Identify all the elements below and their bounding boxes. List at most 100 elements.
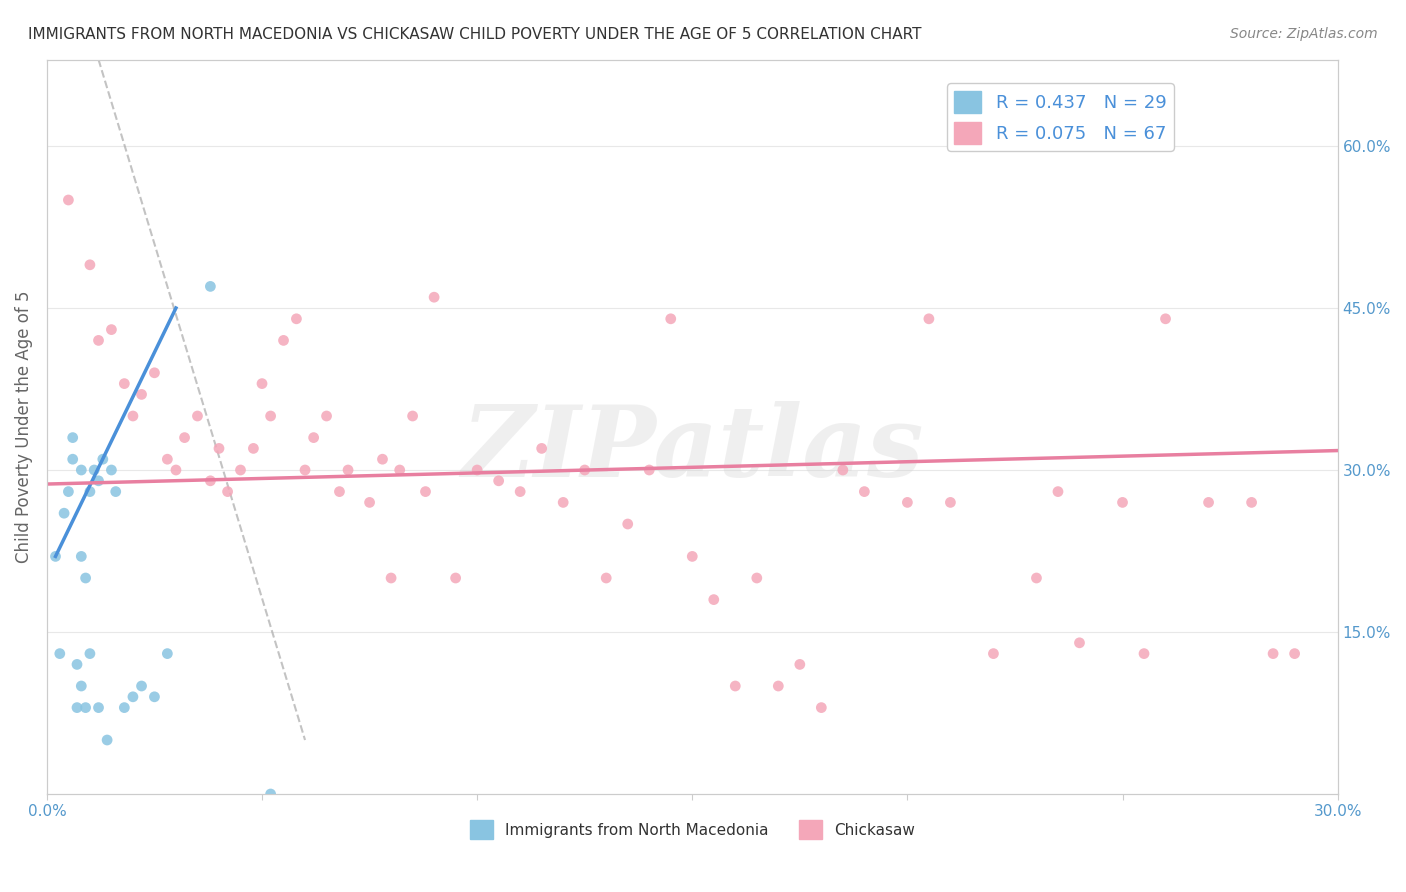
- Point: [315, 409, 337, 423]
- Point: [939, 495, 962, 509]
- Point: [488, 474, 510, 488]
- Point: [1240, 495, 1263, 509]
- Point: [122, 690, 145, 704]
- Point: [831, 463, 853, 477]
- Point: [302, 431, 325, 445]
- Point: [745, 571, 768, 585]
- Point: [294, 463, 316, 477]
- Point: [1025, 571, 1047, 585]
- Point: [87, 474, 110, 488]
- Point: [273, 334, 295, 348]
- Point: [58, 193, 80, 207]
- Point: [53, 506, 76, 520]
- Point: [131, 679, 153, 693]
- Point: [112, 376, 135, 391]
- Point: [1284, 647, 1306, 661]
- Point: [337, 463, 360, 477]
- Point: [616, 516, 638, 531]
- Point: [388, 463, 411, 477]
- Point: [58, 484, 80, 499]
- Point: [1046, 484, 1069, 499]
- Point: [70, 463, 93, 477]
- Point: [70, 549, 93, 564]
- Point: [983, 647, 1005, 661]
- Point: [638, 463, 661, 477]
- Point: [250, 376, 273, 391]
- Point: [165, 463, 187, 477]
- Point: [465, 463, 488, 477]
- Point: [217, 484, 239, 499]
- Point: [1069, 636, 1091, 650]
- Point: [530, 442, 553, 456]
- Point: [509, 484, 531, 499]
- Point: [104, 484, 127, 499]
- Point: [79, 647, 101, 661]
- Point: [62, 431, 84, 445]
- Point: [1198, 495, 1220, 509]
- Point: [703, 592, 725, 607]
- Point: [79, 258, 101, 272]
- Point: [896, 495, 918, 509]
- Point: [87, 700, 110, 714]
- Point: [789, 657, 811, 672]
- Point: [100, 463, 122, 477]
- Point: [595, 571, 617, 585]
- Point: [143, 690, 166, 704]
- Point: [83, 463, 105, 477]
- Point: [143, 366, 166, 380]
- Point: [96, 733, 118, 747]
- Point: [380, 571, 402, 585]
- Point: [44, 549, 66, 564]
- Point: [242, 442, 264, 456]
- Point: [415, 484, 437, 499]
- Point: [328, 484, 350, 499]
- Point: [49, 647, 72, 661]
- Point: [371, 452, 394, 467]
- Point: [259, 409, 281, 423]
- Point: [200, 474, 222, 488]
- Text: Source: ZipAtlas.com: Source: ZipAtlas.com: [1230, 27, 1378, 41]
- Point: [70, 679, 93, 693]
- Text: IMMIGRANTS FROM NORTH MACEDONIA VS CHICKASAW CHILD POVERTY UNDER THE AGE OF 5 CO: IMMIGRANTS FROM NORTH MACEDONIA VS CHICK…: [28, 27, 921, 42]
- Legend: Immigrants from North Macedonia, Chickasaw: Immigrants from North Macedonia, Chickas…: [464, 814, 921, 845]
- Point: [62, 452, 84, 467]
- Point: [122, 409, 145, 423]
- Point: [66, 700, 89, 714]
- Point: [156, 452, 179, 467]
- Point: [681, 549, 703, 564]
- Point: [112, 700, 135, 714]
- Point: [285, 311, 308, 326]
- Point: [401, 409, 423, 423]
- Point: [156, 647, 179, 661]
- Point: [724, 679, 747, 693]
- Point: [918, 311, 941, 326]
- Point: [259, 787, 281, 801]
- Point: [75, 571, 97, 585]
- Text: ZIPatlas: ZIPatlas: [461, 401, 924, 497]
- Point: [574, 463, 596, 477]
- Point: [66, 657, 89, 672]
- Point: [200, 279, 222, 293]
- Point: [553, 495, 575, 509]
- Point: [208, 442, 231, 456]
- Point: [75, 700, 97, 714]
- Point: [100, 323, 122, 337]
- Point: [768, 679, 790, 693]
- Point: [1261, 647, 1284, 661]
- Point: [186, 409, 208, 423]
- Point: [1154, 311, 1177, 326]
- Point: [229, 463, 252, 477]
- Point: [1111, 495, 1133, 509]
- Point: [444, 571, 467, 585]
- Point: [853, 484, 876, 499]
- Point: [359, 495, 381, 509]
- Point: [87, 334, 110, 348]
- Y-axis label: Child Poverty Under the Age of 5: Child Poverty Under the Age of 5: [15, 291, 32, 563]
- Point: [131, 387, 153, 401]
- Point: [91, 452, 114, 467]
- Point: [659, 311, 682, 326]
- Point: [79, 484, 101, 499]
- Point: [810, 700, 832, 714]
- Point: [423, 290, 446, 304]
- Point: [1133, 647, 1156, 661]
